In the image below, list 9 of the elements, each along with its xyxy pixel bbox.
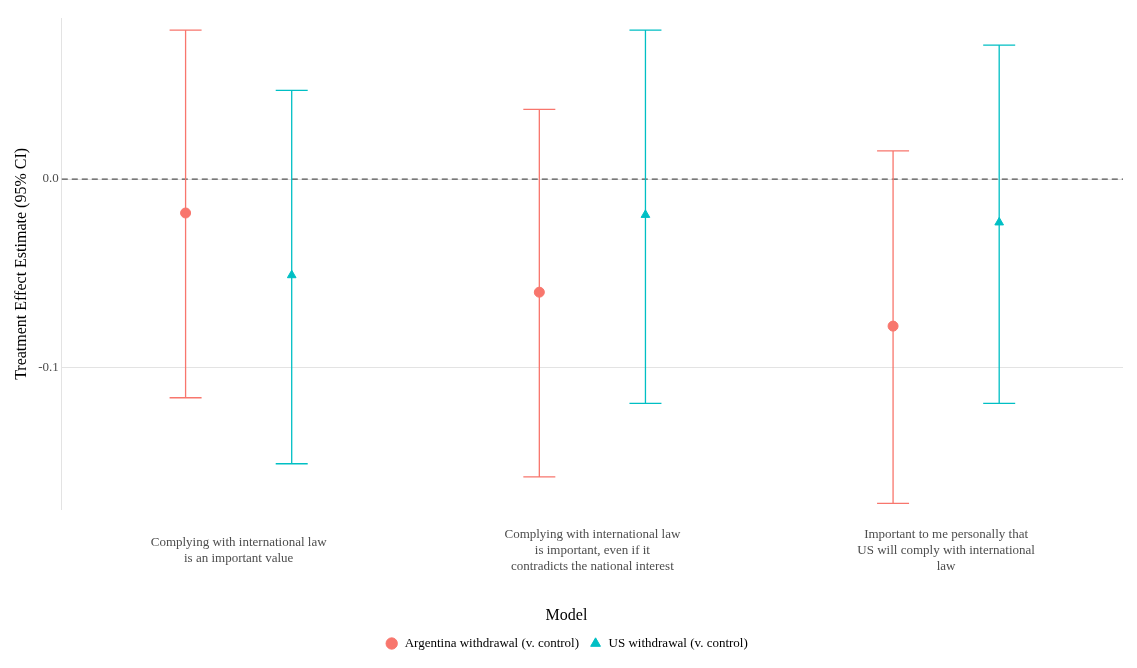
legend-label: Argentina withdrawal (v. control)	[404, 634, 580, 650]
x-tick-label: Important to me personally that US will comply with international law	[857, 526, 1036, 573]
y-tick-label: 0.0	[42, 170, 59, 186]
x-tick-label: Complying with international law is an important value	[150, 534, 328, 565]
legend-label: US withdrawal (v. control)	[608, 634, 748, 650]
y-tick-label: -0.1	[38, 359, 59, 375]
y-axis-title: Treatment Effect Estimate (95% CI)	[11, 147, 30, 380]
x-tick-label: Complying with international law is important, even if it contradicts the national interest	[504, 526, 681, 573]
legend-title: Model	[545, 606, 588, 623]
